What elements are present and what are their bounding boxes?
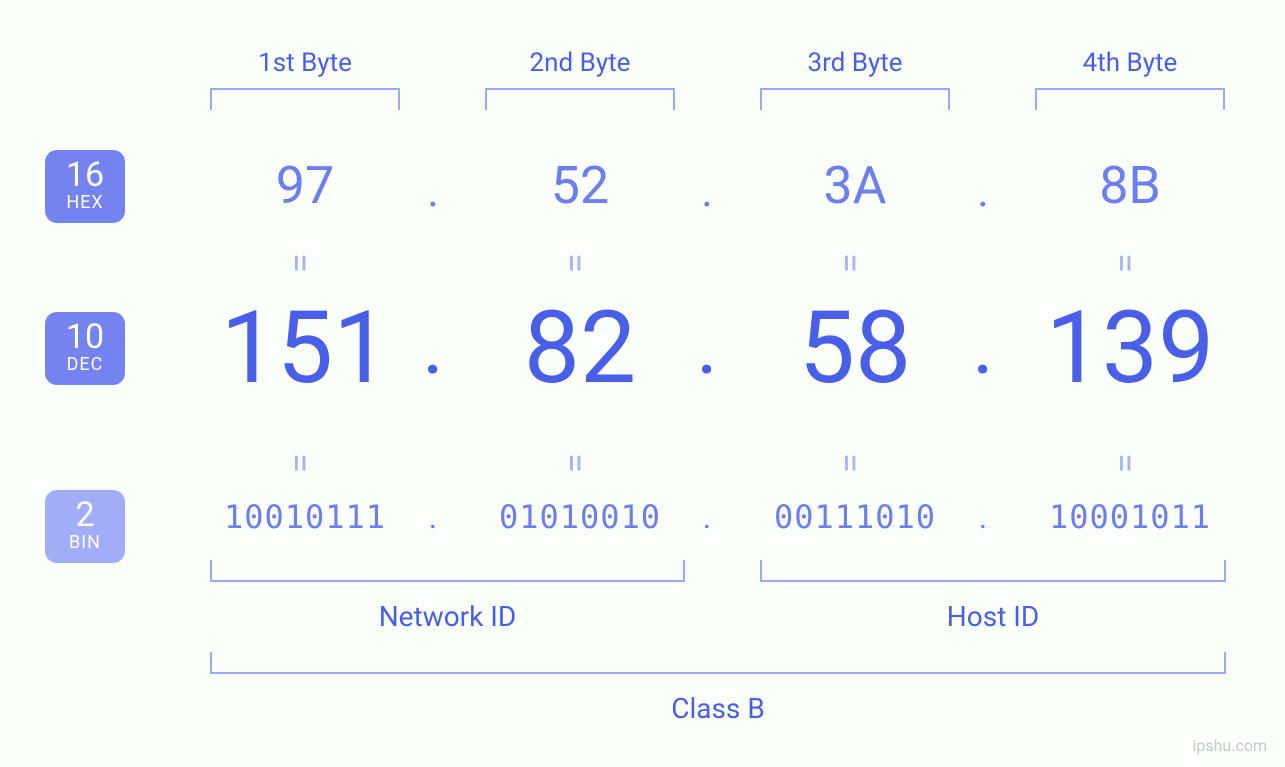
hex-byte-1: 97 <box>205 155 405 216</box>
bin-dot-1: . <box>418 498 448 536</box>
bin-dot-3: . <box>968 498 998 536</box>
badge-hex-num: 16 <box>45 158 125 194</box>
eq-icon: = <box>279 453 321 473</box>
badge-dec-label: DEC <box>45 354 125 375</box>
dec-byte-1: 151 <box>180 290 430 407</box>
dec-dot-2: . <box>682 298 732 394</box>
bin-byte-1: 10010111 <box>190 498 420 536</box>
label-host-id: Host ID <box>760 600 1226 633</box>
dec-byte-2: 82 <box>460 290 700 407</box>
bin-dot-2: . <box>692 498 722 536</box>
bracket-network-id <box>210 560 685 582</box>
top-bracket-1 <box>210 88 400 110</box>
bracket-class <box>210 652 1226 674</box>
bracket-host-id <box>760 560 1226 582</box>
eq-icon: = <box>829 453 871 473</box>
dec-dot-3: . <box>958 298 1008 394</box>
hex-byte-2: 52 <box>480 155 680 216</box>
bin-byte-2: 01010010 <box>465 498 695 536</box>
top-bracket-3 <box>760 88 950 110</box>
hex-dot-3: . <box>958 165 1008 217</box>
eq-icon: = <box>554 253 596 273</box>
bin-byte-4: 10001011 <box>1015 498 1245 536</box>
badge-dec: 10 DEC <box>45 312 125 385</box>
top-bracket-2 <box>485 88 675 110</box>
byte-header-3: 3rd Byte <box>755 48 955 78</box>
label-class: Class B <box>210 692 1226 725</box>
ip-diagram: 1st Byte 2nd Byte 3rd Byte 4th Byte 16 H… <box>0 0 1285 767</box>
byte-header-1: 1st Byte <box>205 48 405 78</box>
hex-byte-3: 3A <box>755 155 955 216</box>
byte-header-4: 4th Byte <box>1030 48 1230 78</box>
dec-byte-4: 139 <box>1005 290 1255 407</box>
badge-dec-num: 10 <box>45 320 125 356</box>
badge-hex-label: HEX <box>45 192 125 213</box>
eq-icon: = <box>829 253 871 273</box>
badge-hex: 16 HEX <box>45 150 125 223</box>
hex-dot-2: . <box>682 165 732 217</box>
watermark: ipshu.com <box>1192 736 1267 755</box>
bin-byte-3: 00111010 <box>740 498 970 536</box>
hex-dot-1: . <box>408 165 458 217</box>
dec-byte-3: 58 <box>735 290 975 407</box>
hex-byte-4: 8B <box>1030 155 1230 216</box>
dec-dot-1: . <box>408 298 458 394</box>
badge-bin-num: 2 <box>45 498 125 534</box>
top-bracket-4 <box>1035 88 1225 110</box>
eq-icon: = <box>1104 253 1146 273</box>
badge-bin: 2 BIN <box>45 490 125 563</box>
badge-bin-label: BIN <box>45 532 125 553</box>
byte-header-2: 2nd Byte <box>480 48 680 78</box>
eq-icon: = <box>279 253 321 273</box>
label-network-id: Network ID <box>210 600 685 633</box>
eq-icon: = <box>554 453 596 473</box>
eq-icon: = <box>1104 453 1146 473</box>
